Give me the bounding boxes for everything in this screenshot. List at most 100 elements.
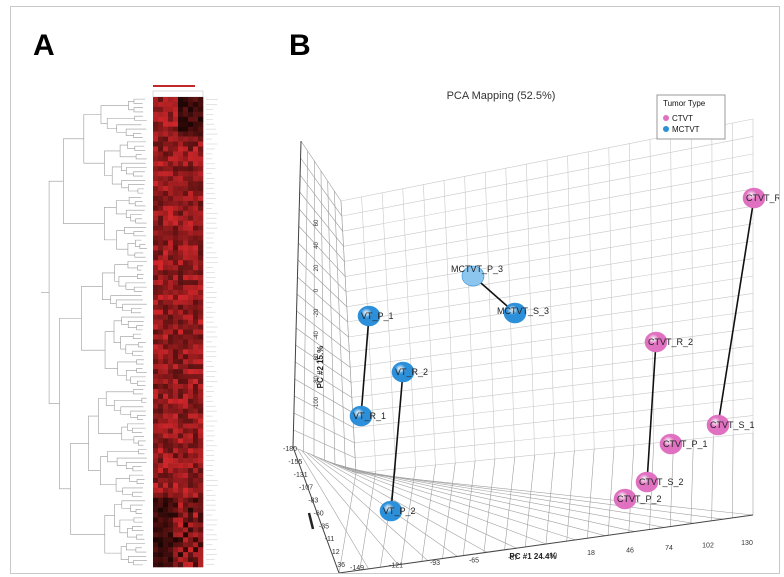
heatmap-cell xyxy=(178,383,184,390)
heatmap-cell xyxy=(153,151,159,157)
dendrogram-branch xyxy=(125,282,146,290)
heatmap-cell xyxy=(153,220,159,226)
heatmap-header xyxy=(152,90,204,98)
heatmap-cell xyxy=(188,195,194,202)
heatmap-cell xyxy=(153,304,159,311)
heatmap-cell xyxy=(198,522,204,528)
heatmap-cell xyxy=(153,374,159,380)
heatmap-cell xyxy=(153,200,159,207)
grid-line xyxy=(340,200,357,474)
heatmap-cell xyxy=(158,344,164,350)
heatmap-cell xyxy=(153,285,159,291)
heatmap-cell xyxy=(163,364,169,370)
heatmap-cell xyxy=(188,225,194,231)
x-axis-label: PC #1 24.4% xyxy=(509,552,556,561)
heatmap-cell xyxy=(178,205,184,212)
heatmap-cell xyxy=(193,210,199,217)
heatmap-cell xyxy=(188,265,194,271)
heatmap-cell xyxy=(198,275,204,281)
data-point-mctvt_r_1 xyxy=(349,405,373,427)
y-tick-label: 40 xyxy=(314,242,320,249)
heatmap-cell xyxy=(183,265,189,271)
heatmap-cell xyxy=(198,181,204,187)
heatmap-cell xyxy=(178,562,184,568)
heatmap-cell xyxy=(153,443,159,449)
heatmap-cell xyxy=(193,468,199,474)
heatmap-cell xyxy=(163,146,169,152)
heatmap-cell xyxy=(183,423,189,429)
heatmap-cell xyxy=(163,195,169,202)
heatmap-cell xyxy=(188,220,194,226)
heatmap-cell xyxy=(188,314,194,320)
heatmap-cell xyxy=(183,131,189,137)
heatmap-cell xyxy=(188,97,194,103)
heatmap-cell xyxy=(163,468,169,474)
heatmap-cell xyxy=(158,339,164,345)
dendrogram-branch xyxy=(136,479,145,484)
heatmap-cell xyxy=(158,270,164,276)
heatmap-cell xyxy=(153,547,159,553)
heatmap-cell xyxy=(163,334,169,340)
grid-line xyxy=(442,462,456,559)
heatmap-cell xyxy=(178,507,184,513)
heatmap-cell xyxy=(198,537,204,543)
heatmap-cell xyxy=(163,443,169,449)
heatmap-cell xyxy=(158,443,164,449)
heatmap-cell xyxy=(198,433,204,439)
heatmap-cell xyxy=(168,393,174,400)
heatmap-cell xyxy=(193,364,199,370)
heatmap-cell xyxy=(188,156,194,162)
heatmap-cell xyxy=(198,403,204,409)
heatmap-cell xyxy=(193,141,199,147)
heatmap-cell xyxy=(173,398,179,405)
dendrogram-branch xyxy=(128,197,142,205)
legend-entry-ctvt: CTVT xyxy=(672,114,693,123)
heatmap-cell xyxy=(163,552,169,558)
heatmap-cell xyxy=(193,156,199,162)
heatmap-cell xyxy=(168,562,174,568)
heatmap-cell xyxy=(158,260,164,266)
floor-grid xyxy=(292,433,754,573)
heatmap-cell xyxy=(198,398,204,405)
dendrogram-branch xyxy=(132,466,143,472)
heatmap-cell xyxy=(158,468,164,474)
heatmap-cell xyxy=(163,186,169,192)
heatmap xyxy=(152,85,204,568)
dendrogram-branch xyxy=(98,398,122,434)
heatmap-cell xyxy=(178,319,184,325)
heatmap-cell xyxy=(158,136,164,142)
heatmap-cell xyxy=(163,393,169,400)
heatmap-cell xyxy=(193,339,199,345)
figure-frame: A B -149 -121 -93 -65 -37 -10 18 46 74 102 130 -180… xyxy=(10,6,780,574)
heatmap-cell xyxy=(183,448,189,454)
heatmap-cell xyxy=(158,161,164,167)
heatmap-cell xyxy=(188,344,194,350)
heatmap-cell xyxy=(193,186,199,192)
heatmap-cell xyxy=(193,383,199,390)
depth-tick-label: -131 xyxy=(294,472,308,479)
heatmap-cell xyxy=(163,562,169,568)
heatmap-cell xyxy=(198,349,204,355)
heatmap-cell xyxy=(178,225,184,231)
dendrogram-branch xyxy=(136,380,146,386)
heatmap-cell xyxy=(173,161,179,167)
heatmap-cell xyxy=(183,492,189,499)
grid-line xyxy=(359,470,377,571)
dendrogram-branch xyxy=(115,299,143,308)
heatmap-cell xyxy=(183,562,189,568)
heatmap-cell xyxy=(158,522,164,528)
dendrogram-branch xyxy=(119,144,137,158)
heatmap-cell xyxy=(173,383,179,390)
heatmap-cell xyxy=(183,359,189,365)
heatmap-cell xyxy=(168,433,174,439)
heatmap-cell xyxy=(158,354,164,360)
heatmap-cell xyxy=(168,374,174,380)
dendrogram-branch xyxy=(121,316,145,325)
heatmap-cell xyxy=(193,215,199,221)
heatmap-cell xyxy=(178,547,184,553)
dendrogram-branch xyxy=(132,333,142,339)
heatmap-cell xyxy=(193,433,199,439)
heatmap-cell xyxy=(183,309,189,315)
heatmap-cell xyxy=(193,171,199,177)
heatmap-cell xyxy=(178,111,184,118)
